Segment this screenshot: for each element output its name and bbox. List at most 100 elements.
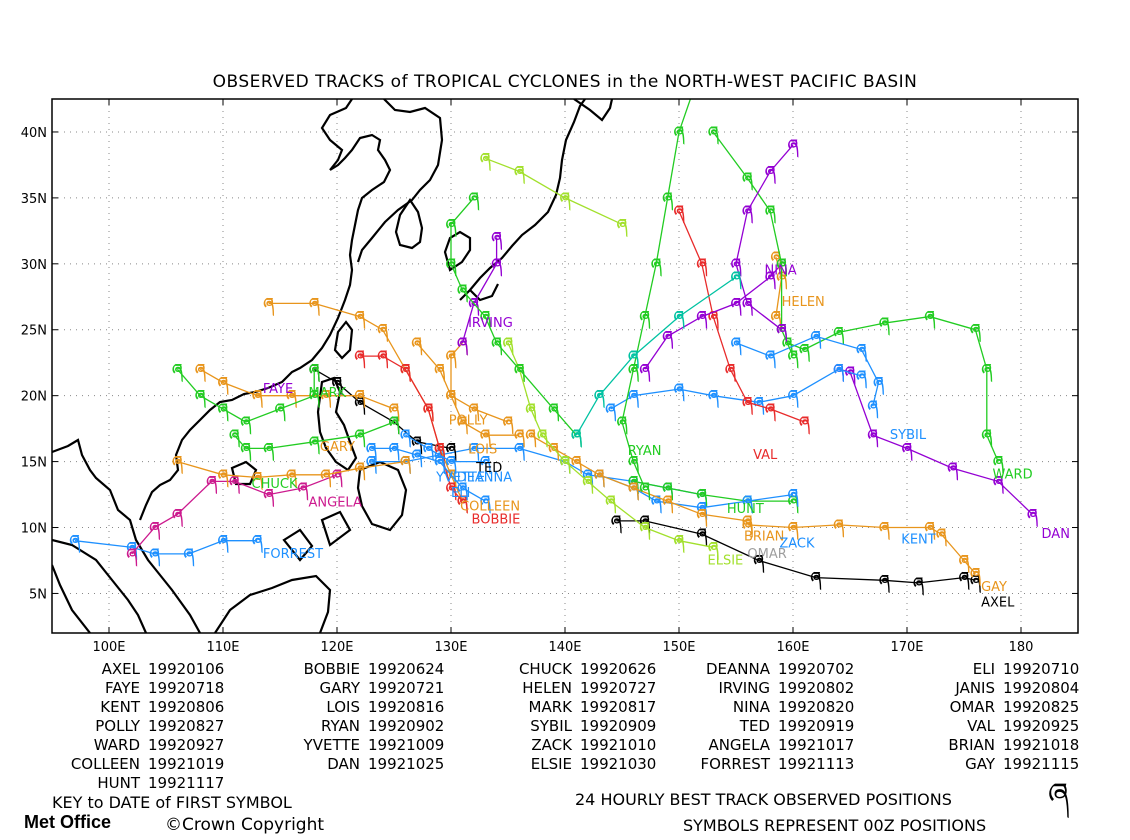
storm-position-symbol: ཞ	[389, 400, 400, 422]
storm-position-symbol: ཞ	[697, 499, 708, 521]
key-first-date: 19920806	[148, 698, 225, 716]
lat-tick-label: 40N	[21, 126, 47, 141]
storm-position-symbol: ཞ	[355, 459, 366, 481]
storm-position-symbol: ཞ	[833, 516, 844, 538]
storm-name-label: COLLEEN	[460, 499, 520, 514]
key-entry: LOIS 19920816	[280, 698, 444, 716]
key-storm-name: KENT	[100, 698, 140, 716]
key-storm-name: WARD	[93, 736, 140, 754]
key-first-date: 19920825	[1003, 698, 1080, 716]
storm-position-symbol: ཞ	[628, 347, 639, 369]
storm-position-symbol: ཞ	[697, 486, 708, 508]
storm-position-symbol: ཞ	[765, 347, 776, 369]
key-first-date: 19921117	[148, 774, 225, 792]
key-first-date: 19920626	[580, 660, 657, 678]
key-storm-name: DAN	[327, 755, 360, 773]
storm-position-symbol: ཞ	[959, 551, 970, 573]
met-office-logo: Met Office	[24, 812, 112, 832]
copyright-notice: ©Crown Copyright	[165, 815, 325, 835]
plot-frame	[51, 98, 1079, 634]
key-storm-name: SYBIL	[530, 717, 572, 735]
storm-position-symbol: ཞ	[651, 492, 662, 514]
storm-position-symbol: ཞ	[172, 505, 183, 527]
storm-position-symbol: ཞ	[697, 57, 708, 79]
storm-position-symbol: ཞ	[412, 446, 423, 468]
storm-position-symbol: ཞ	[708, 387, 719, 409]
storm-position-symbol: ཞ	[491, 255, 502, 277]
key-entry: TED 19920919	[690, 717, 855, 735]
storm-position-symbol: ཞ	[662, 189, 673, 211]
key-first-date: 19921010	[580, 736, 657, 754]
track-line	[712, 131, 794, 357]
key-entry: ELI 19920710	[915, 660, 1080, 678]
storm-position-symbol: ཞ	[309, 387, 320, 409]
storm-position-symbol: ཞ	[184, 545, 195, 567]
storm-position-symbol: ཞ	[611, 512, 622, 534]
storm-position-symbol: ཞ	[457, 334, 468, 356]
key-first-date: 19920804	[1003, 679, 1080, 697]
key-entry: AXEL 19920106	[60, 660, 225, 678]
key-first-date: 19920827	[148, 717, 225, 735]
storm-position-symbol: ཞ	[833, 323, 844, 345]
storm-position-symbol: ཞ	[172, 360, 183, 382]
storm-position-symbol: ཞ	[355, 347, 366, 369]
storm-position-symbol: ཞ	[537, 426, 548, 448]
key-entry: CHUCK 19920626	[492, 660, 656, 678]
storm-name-label: HUNT	[727, 502, 764, 517]
key-first-date: 19920820	[778, 698, 855, 716]
key-storm-name: FAYE	[105, 679, 140, 697]
storm-position-symbol: ཞ	[856, 341, 867, 363]
storm-position-symbol: ཞ	[503, 334, 514, 356]
lon-tick-label: 180	[1009, 640, 1034, 655]
storm-position-symbol: ཞ	[982, 426, 993, 448]
storm-name-label: LOIS	[468, 443, 497, 458]
storm-position-symbol: ཞ	[674, 532, 685, 554]
storm-position-symbol: ཞ	[241, 439, 252, 461]
track-line	[233, 421, 395, 450]
key-storm-name: TED	[739, 717, 770, 735]
storm-position-symbol: ཞ	[457, 492, 468, 514]
key-entry: ANGELA 19921017	[690, 736, 854, 754]
key-entry: FAYE 19920718	[60, 679, 224, 697]
storm-position-symbol: ཞ	[993, 453, 1004, 475]
track-line	[735, 144, 794, 331]
track-line	[530, 434, 748, 522]
storm-position-symbol: ཞ	[765, 202, 776, 224]
lat-tick-label: 15N	[21, 456, 47, 471]
storm-name-label: BRIAN	[744, 530, 784, 545]
storm-position-symbol: ཞ	[662, 479, 673, 501]
storm-position-symbol: ཞ	[469, 439, 480, 461]
storm-position-symbol: ཞ	[640, 308, 651, 330]
storm-position-symbol: ཞ	[309, 294, 320, 316]
lat-tick-label: 25N	[21, 324, 47, 339]
legend-line-2: SYMBOLS REPRESENT 00Z POSITIONS	[683, 816, 987, 835]
storm-position-symbol: ཞ	[765, 163, 776, 185]
storm-position-symbol: ཞ	[731, 334, 742, 356]
track-line	[787, 315, 999, 462]
storm-position-symbol: ཞ	[332, 466, 343, 488]
storm-position-symbol: ཞ	[731, 268, 742, 290]
storm-position-symbol: ཞ	[571, 426, 582, 448]
storm-position-symbol: ཞ	[548, 439, 559, 461]
typhoon-symbol-icon: ཞ	[1048, 777, 1069, 812]
key-first-date: 19920919	[778, 717, 855, 735]
lon-tick-label: 170E	[890, 640, 923, 655]
storm-name-label: POLLY	[449, 414, 488, 429]
storm-position-symbol: ཞ	[674, 202, 685, 224]
key-storm-name: ELSIE	[530, 755, 572, 773]
key-entry: VAL 19920925	[915, 717, 1079, 735]
storm-position-symbol: ཞ	[469, 189, 480, 211]
key-storm-name: ANGELA	[708, 736, 770, 754]
track-line	[450, 342, 520, 436]
storm-name-label: TED	[475, 461, 502, 476]
storm-position-symbol: ཞ	[252, 468, 263, 490]
storm-name-label: DAN	[1042, 527, 1070, 542]
storm-name-label: RYAN	[628, 444, 662, 459]
storm-position-symbol: ཞ	[697, 525, 708, 547]
storm-name-label: CHUCK	[252, 477, 298, 492]
key-entry: ELSIE 19921030	[492, 755, 657, 773]
storm-position-symbol: ཞ	[514, 163, 525, 185]
storm-name-label: OMAR	[747, 547, 786, 562]
storm-position-symbol: ཞ	[742, 492, 753, 514]
storm-position-symbol: ཞ	[811, 569, 822, 591]
